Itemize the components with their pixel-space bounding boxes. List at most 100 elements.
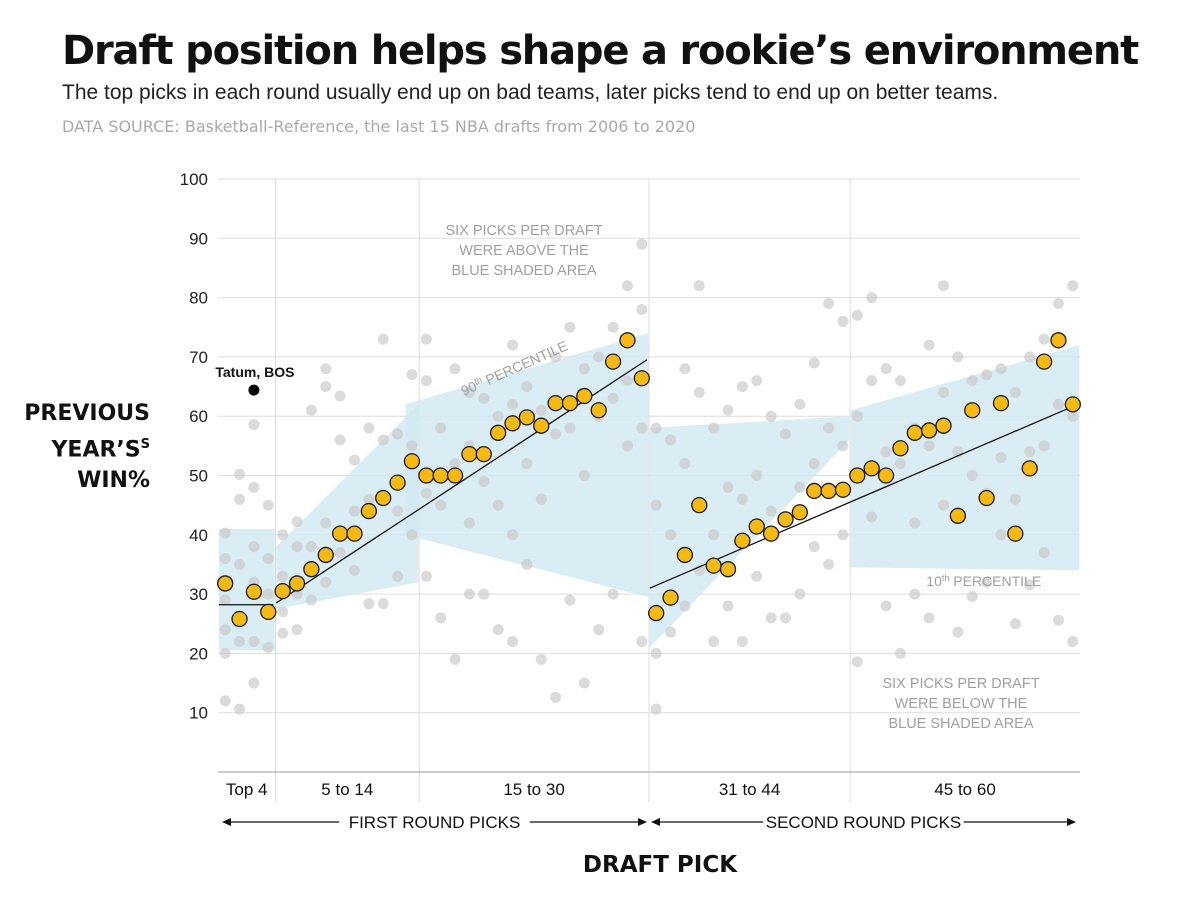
individual-pick-dot xyxy=(650,703,662,715)
individual-pick-dot xyxy=(234,558,246,570)
individual-pick-dot xyxy=(966,470,978,481)
individual-pick-dot xyxy=(420,375,432,387)
individual-pick-dot xyxy=(1052,614,1064,626)
average-dot-pick-3 xyxy=(245,583,263,600)
individual-pick-dot xyxy=(463,588,475,600)
individual-pick-dot xyxy=(593,624,605,636)
individual-pick-dot xyxy=(650,422,662,434)
average-dot-pick-25 xyxy=(561,395,579,412)
individual-pick-dot xyxy=(277,627,289,639)
average-dot-pick-57 xyxy=(1021,460,1038,477)
individual-pick-dot xyxy=(851,309,863,321)
individual-pick-dot xyxy=(736,381,748,393)
y-axis-label-line-2: YEAR’SS xyxy=(51,437,150,463)
percentile-10-label: 10th PERCENTILE xyxy=(926,573,1041,589)
individual-pick-dot xyxy=(305,404,317,416)
individual-pick-dot xyxy=(636,303,648,315)
individual-pick-dot xyxy=(478,392,490,404)
average-dot-pick-34 xyxy=(691,496,708,514)
individual-pick-dot xyxy=(392,570,404,582)
individual-pick-dot xyxy=(219,553,231,565)
average-dot-pick-45 xyxy=(849,467,866,484)
individual-pick-dot xyxy=(1024,351,1036,363)
average-dot-pick-24 xyxy=(547,395,564,412)
individual-pick-dot xyxy=(334,390,346,402)
average-dot-pick-54 xyxy=(978,489,995,507)
average-dot-pick-33 xyxy=(676,546,694,564)
average-dot-pick-15 xyxy=(418,467,435,484)
average-dot-pick-49 xyxy=(906,424,923,441)
individual-pick-dot xyxy=(765,505,777,517)
y-axis-label-line-1: PREVIOUS xyxy=(24,401,150,426)
individual-pick-dot xyxy=(636,238,648,250)
y-axis-label-line-3: WIN% xyxy=(77,468,150,494)
average-dot-pick-29 xyxy=(619,332,636,349)
individual-pick-dot xyxy=(1024,579,1036,591)
highlight-dot xyxy=(248,384,260,396)
individual-pick-dot xyxy=(665,434,677,446)
average-dot-pick-56 xyxy=(1007,525,1024,542)
individual-pick-dot xyxy=(1052,298,1064,310)
y-tick-label-20: 20 xyxy=(189,644,208,663)
individual-pick-dot xyxy=(736,636,748,648)
average-dot-pick-1 xyxy=(217,575,234,592)
individual-pick-dot xyxy=(535,653,547,665)
average-dot-pick-46 xyxy=(863,460,880,477)
average-dot-pick-42 xyxy=(806,482,823,500)
individual-pick-dot xyxy=(708,529,720,541)
round-label-2: SECOND ROUND PICKS xyxy=(766,813,962,832)
chart-subtitle: The top picks in each round usually end … xyxy=(62,81,999,104)
individual-pick-dot xyxy=(492,624,504,636)
individual-pick-dot xyxy=(234,468,246,480)
data-source: DATA SOURCE: Basketball-Reference, the l… xyxy=(62,117,696,136)
individual-pick-dot xyxy=(363,598,375,610)
individual-pick-dot xyxy=(262,499,274,511)
individual-pick-dot xyxy=(334,547,346,559)
average-dot-pick-4 xyxy=(260,603,277,621)
individual-pick-dot xyxy=(277,529,289,541)
average-dot-pick-12 xyxy=(375,489,392,507)
annotation-above-line-2: WERE ABOVE THE xyxy=(459,243,589,259)
individual-pick-dot xyxy=(277,606,289,618)
individual-pick-dot xyxy=(435,499,447,511)
individual-pick-dot xyxy=(952,351,964,363)
chart-title: Draft position helps shape a rookie’s en… xyxy=(62,28,1139,74)
individual-pick-dot xyxy=(492,499,504,511)
category-label-31-44: 31 to 44 xyxy=(719,780,780,799)
individual-pick-dot xyxy=(1052,398,1064,410)
individual-pick-dot xyxy=(636,422,648,434)
individual-pick-dot xyxy=(578,677,590,689)
round-label-1: FIRST ROUND PICKS xyxy=(349,813,521,832)
individual-pick-dot xyxy=(406,369,418,381)
individual-pick-dot xyxy=(909,517,921,529)
individual-pick-dot xyxy=(722,404,734,416)
individual-pick-dot xyxy=(578,363,590,375)
average-dot-pick-2 xyxy=(231,610,248,628)
individual-pick-dot xyxy=(550,428,562,440)
average-dot-pick-60 xyxy=(1064,396,1081,413)
individual-pick-dot xyxy=(262,641,274,653)
y-tick-label-40: 40 xyxy=(189,526,208,545)
round-arrowhead-left-2 xyxy=(651,818,660,826)
average-dot-pick-23 xyxy=(533,417,550,434)
trend-line-3 xyxy=(649,403,1079,589)
individual-pick-dot xyxy=(305,541,317,553)
individual-pick-dot xyxy=(995,363,1007,375)
individual-pick-dot xyxy=(521,558,533,570)
individual-pick-dot xyxy=(1009,493,1021,505)
individual-pick-dot xyxy=(1024,446,1036,458)
individual-pick-dot xyxy=(435,612,447,624)
individual-pick-dot xyxy=(823,298,835,310)
y-tick-label-100: 100 xyxy=(180,170,208,189)
individual-pick-dot xyxy=(909,588,921,600)
individual-pick-dot xyxy=(377,333,389,345)
individual-pick-dot xyxy=(621,375,633,387)
average-dot-pick-44 xyxy=(834,481,852,498)
average-dot-pick-52 xyxy=(949,507,967,524)
individual-pick-dot xyxy=(248,419,260,431)
individual-pick-dot xyxy=(248,636,260,648)
individual-pick-dot xyxy=(392,505,404,517)
individual-pick-dot xyxy=(894,647,906,659)
round-labels: FIRST ROUND PICKS SECOND ROUND PICKS xyxy=(222,813,1076,832)
